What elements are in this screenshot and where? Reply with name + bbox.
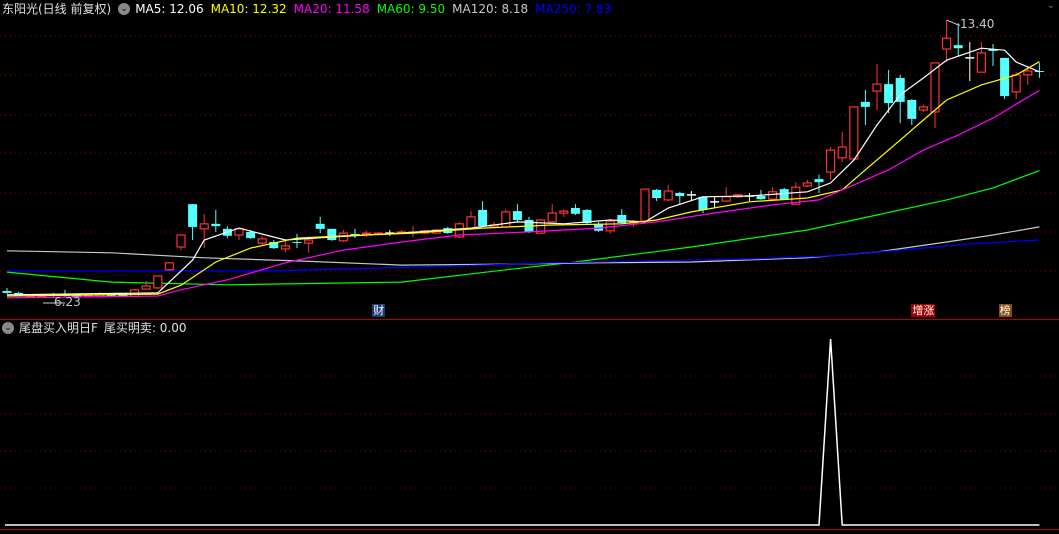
- high-marker-line: [946, 19, 961, 26]
- candle-body-up: [663, 190, 673, 201]
- candle-body-down: [188, 204, 198, 227]
- candle-body-up: [164, 262, 174, 271]
- candle-body-up: [825, 149, 836, 173]
- candle-body-up: [872, 83, 882, 92]
- ma-line-ma60: [6, 170, 1040, 286]
- candle-body-down: [779, 189, 789, 200]
- ma-line-ma120: [6, 226, 1040, 266]
- ma-line-ma20: [6, 89, 1040, 299]
- candle-body-up: [535, 219, 546, 234]
- candle-body-up: [257, 238, 267, 244]
- candle-body-down: [512, 211, 522, 220]
- ma5-label: MA5: 12.06: [135, 2, 204, 16]
- low-price-label: 6.23: [54, 295, 81, 309]
- candle-body-down: [1000, 57, 1010, 97]
- candle-body-up: [176, 234, 186, 248]
- finance-tag[interactable]: 财: [372, 304, 386, 317]
- candle-body-down: [327, 228, 337, 241]
- candle-body-down: [675, 192, 685, 197]
- candle-body-down: [350, 233, 360, 236]
- ma-line-ma10: [6, 61, 1040, 297]
- candle-body-down: [582, 209, 592, 224]
- candle-body-up: [199, 223, 209, 230]
- candle-body-down: [478, 209, 488, 227]
- candle-body-up: [234, 228, 244, 236]
- candle-body-up: [547, 212, 557, 223]
- candle-body-up: [791, 186, 801, 205]
- candle-body-up: [1023, 70, 1033, 76]
- candle-body-up: [304, 239, 314, 244]
- ma250-label: MA250: 7.83: [535, 2, 612, 16]
- candle-body-up: [640, 188, 650, 222]
- ranking-tag[interactable]: 榜: [998, 304, 1012, 317]
- candle-body-down: [315, 223, 325, 229]
- candle-body-up: [1011, 74, 1021, 93]
- main-pane-header: 东阳光(日线 前复权) ⌄ MA5: 12.06 MA10: 12.32 MA2…: [2, 1, 618, 17]
- candle-body-down: [2, 290, 12, 293]
- candle-body-down: [988, 49, 998, 51]
- candle-body-up: [141, 285, 151, 290]
- candle-body-down: [72, 295, 82, 297]
- ma120-label: MA120: 8.18: [452, 2, 529, 16]
- candle-body-down: [269, 241, 279, 249]
- candle-body-down: [953, 45, 963, 49]
- chevron-down-icon[interactable]: ⌄: [118, 3, 131, 15]
- candle-body-up: [280, 245, 290, 250]
- candle-body-up: [466, 216, 476, 230]
- candle-body-down: [698, 196, 708, 210]
- stock-title: 东阳光(日线 前复权): [2, 2, 112, 16]
- candle-body-up: [930, 62, 940, 113]
- indicator-value: 尾买明卖: 0.00: [103, 321, 187, 335]
- candle-body-down: [860, 101, 870, 107]
- chevron-down-icon[interactable]: ⌄: [2, 322, 14, 334]
- indicator-name: 尾盘买入明日F: [19, 321, 98, 335]
- ma-line-ma5: [6, 47, 1040, 296]
- candle-body-up: [802, 182, 813, 187]
- high-price-label: 13.40: [960, 17, 995, 31]
- candle-body-down: [106, 295, 116, 297]
- candle-body-up: [976, 52, 987, 73]
- indicator-line: [5, 338, 1040, 526]
- candle-body-down: [814, 179, 824, 183]
- candle-body-up: [559, 210, 569, 214]
- candle-body-down: [617, 214, 627, 224]
- candle-body-down: [895, 77, 905, 102]
- ma-line-ma250: [7, 239, 1040, 272]
- candle-body-down: [292, 241, 302, 243]
- candle-body-up: [767, 191, 778, 200]
- collapse-chevron-icon[interactable]: ⌄: [1046, 0, 1055, 11]
- candle-body-up: [849, 106, 859, 160]
- candle-body-down: [652, 189, 662, 198]
- indicator-pane-header: ⌄ 尾盘买入明日F 尾买明卖: 0.00: [2, 320, 186, 336]
- increase-tag[interactable]: 增涨: [911, 304, 936, 317]
- candle-body-down: [570, 208, 580, 214]
- candle-body-down: [884, 84, 894, 104]
- candle-body-up: [362, 232, 372, 235]
- candle-body-down: [118, 294, 128, 297]
- candle-body-up: [941, 37, 952, 50]
- candle-body-up: [918, 106, 929, 111]
- candle-body-up: [837, 146, 847, 159]
- ma20-label: MA20: 11.58: [293, 2, 370, 16]
- candle-body-up: [721, 196, 731, 202]
- candle-body-up: [153, 275, 163, 289]
- candle-body-down: [211, 223, 221, 227]
- candle-body-down: [594, 223, 604, 231]
- ma10-label: MA10: 12.32: [210, 2, 287, 16]
- candle-body-down: [756, 196, 766, 200]
- candle-body-down: [246, 231, 256, 239]
- candle-body-down: [907, 99, 917, 119]
- candle-body-up: [501, 211, 511, 228]
- ma60-label: MA60: 9.50: [376, 2, 446, 16]
